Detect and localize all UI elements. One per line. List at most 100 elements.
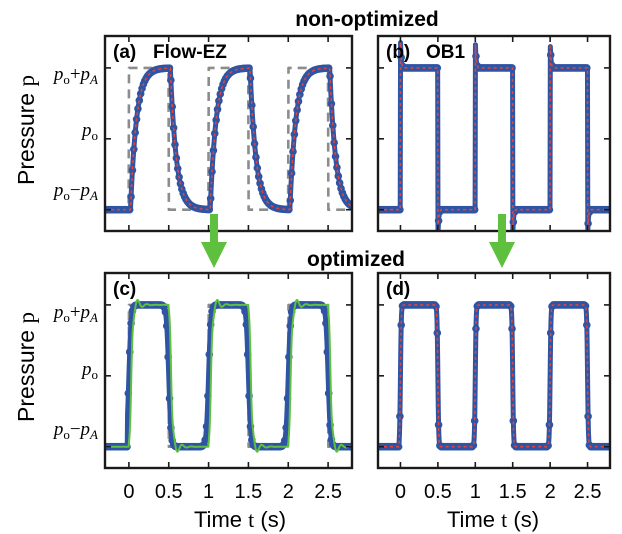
data-point (127, 192, 135, 201)
data-point (394, 442, 403, 451)
panel-d: 0 0.5 1 1.5 2 2.5 (d) (376, 271, 612, 503)
x-axis-label-left: Time t (s) (194, 507, 286, 532)
y-ticks-bottom-row: po+pA po po−pA (52, 302, 98, 442)
y-axis-label-bottom: Pressure p (13, 312, 39, 422)
data-point (337, 184, 345, 193)
data-point (348, 202, 352, 211)
series-fit-line (378, 304, 610, 448)
x-tick-label: 2 (545, 481, 556, 503)
data-point (338, 189, 347, 197)
plot-area (378, 301, 610, 451)
x-tick-label: 1 (203, 481, 214, 503)
data-point (172, 154, 181, 162)
x-tick-label: 0.5 (424, 481, 452, 503)
series-measured-line (378, 302, 610, 450)
data-point (430, 301, 439, 309)
arrow-right (489, 214, 515, 268)
panel-b: (b) OB1 (376, 34, 612, 233)
series-target-line (105, 66, 352, 212)
y-label-text: Pressure (13, 93, 39, 185)
data-point (434, 421, 443, 429)
panel-title: OB1 (426, 42, 466, 63)
data-point (208, 167, 216, 176)
x-tick-label: 1 (470, 481, 481, 503)
axes-frame (376, 34, 612, 233)
plot-area (105, 298, 352, 453)
data-point (468, 442, 476, 451)
data-point (217, 84, 226, 93)
data-point (279, 440, 288, 449)
x-tick-label: 0 (395, 481, 406, 503)
data-point (330, 138, 338, 147)
x-tick-label: 2 (283, 481, 294, 503)
data-point (297, 85, 306, 93)
data-point (249, 122, 257, 131)
data-point (253, 164, 262, 172)
plot-area (378, 40, 610, 231)
data-point (167, 76, 175, 84)
data-point (285, 205, 293, 214)
panel-label: (d) (386, 279, 410, 300)
data-point (250, 139, 259, 148)
y-tick-high: po+pA (52, 302, 98, 325)
y-label-var: p (14, 312, 39, 324)
axes-frame (103, 34, 354, 233)
data-point (287, 169, 296, 178)
series-measured-line (105, 302, 352, 450)
panel-label: (c) (113, 279, 136, 300)
panels: (a) Flow-EZ (b) OB1 0 0.5 1 1.5 2 2.5 (c) 0 0.5 1 1.5 2… (103, 34, 612, 503)
panel-label: (a) (113, 42, 136, 63)
data-point (545, 421, 554, 429)
data-point (434, 216, 443, 225)
data-point (472, 324, 480, 333)
data-point (397, 53, 406, 62)
middle-title: optimized (307, 248, 405, 271)
y-tick-low: po−pA (52, 419, 98, 442)
panel-title: Flow-EZ (153, 42, 227, 63)
data-point (131, 128, 139, 137)
data-point (433, 329, 442, 337)
y-ticks-top-row: po+pA po po−pA (52, 64, 98, 203)
data-point (291, 116, 300, 125)
data-point (178, 185, 186, 193)
data-point (245, 64, 253, 72)
axes-frame (103, 271, 354, 470)
y-label-var: p (14, 75, 39, 87)
axes-frame (376, 271, 612, 470)
data-point (168, 102, 177, 111)
series-fit-line (378, 41, 610, 231)
series-input-line (105, 298, 352, 453)
plot-area (105, 64, 352, 214)
x-axis-label-right: Time t (s) (447, 507, 539, 532)
svg-text:Pressure p: Pressure p (13, 75, 39, 185)
data-point (334, 172, 343, 180)
data-point (319, 302, 327, 311)
data-point (252, 153, 260, 162)
svg-text:Pressure p: Pressure p (13, 312, 39, 422)
series-fit-line (105, 67, 352, 211)
data-point (210, 129, 219, 138)
y-tick-high: po+pA (52, 64, 98, 87)
panel-label: (b) (386, 42, 410, 63)
x-tick-label: 1.5 (235, 481, 263, 503)
data-point (508, 64, 516, 72)
series-target-line (105, 303, 352, 449)
y-label-text: Pressure (13, 330, 39, 422)
series-measured-points (105, 301, 352, 451)
series-measured-points (378, 51, 610, 228)
series-measured-points (105, 64, 352, 214)
x-tick-label: 1.5 (499, 481, 527, 503)
data-point (505, 301, 514, 309)
data-point (130, 145, 138, 154)
data-point (246, 74, 255, 82)
panel-c: 0 0.5 1 1.5 2 2.5 (c) (103, 271, 354, 503)
arrow-left (201, 214, 227, 268)
series-measured-points (378, 301, 610, 451)
y-axis-label-top: Pressure p (13, 75, 39, 185)
data-point (175, 173, 183, 181)
data-point (298, 80, 307, 89)
x-tick-label: 2.5 (314, 481, 342, 503)
y-tick-mid: po (80, 120, 98, 143)
data-point (326, 72, 334, 81)
